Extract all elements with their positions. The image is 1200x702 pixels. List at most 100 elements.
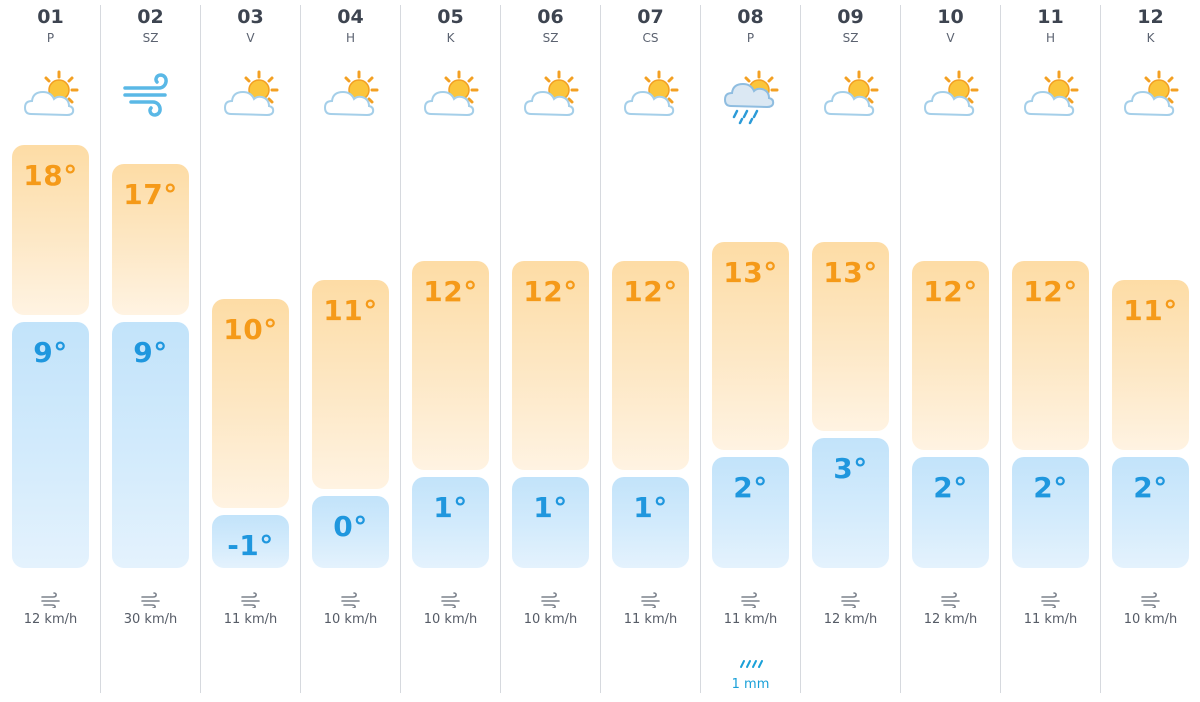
day-number: 02 [137,6,164,28]
max-temperature: 12° [523,274,578,308]
max-temperature: 18° [23,159,78,192]
wind-speed: 30 km/h [123,612,178,627]
min-temperature: 2° [733,471,768,505]
max-temperature: 12° [623,274,678,308]
max-temperature: 10° [223,313,278,347]
max-temperature-bar: 18° [12,145,89,316]
min-temperature-bar: 2° [912,457,989,568]
wind-speed: 12 km/h [823,612,878,627]
day-number: 07 [637,6,664,28]
column-divider [900,5,901,693]
wind-icon [740,592,762,608]
min-temperature-bar: 9° [12,322,89,568]
column-divider [600,5,601,693]
sun-behind-cloud-icon [621,62,681,126]
forecast-day-column[interactable]: 11 H 12° 2° 11 km/h [1000,0,1101,702]
min-temperature-bar: -1° [212,515,289,568]
wind-speed: 11 km/h [623,612,678,627]
min-temperature: 9° [133,336,168,370]
wind-speed: 10 km/h [423,612,478,627]
wind-icon [940,592,962,608]
forecast-day-column[interactable]: 04 H 11° 0° 10 km/h [300,0,401,702]
min-temperature-bar: 2° [712,457,789,568]
max-temperature-bar: 17° [112,164,189,316]
max-temperature: 11° [323,294,378,328]
day-number: 10 [937,6,964,28]
sun-behind-cloud-icon [521,62,581,126]
day-number: 06 [537,6,564,28]
day-number: 01 [37,6,64,28]
wind-icon [121,62,181,126]
max-temperature: 12° [1023,274,1078,308]
forecast-day-column[interactable]: 05 K 12° 1° 10 km/h [400,0,501,702]
wind-speed: 11 km/h [723,612,778,627]
day-number: 08 [737,6,764,28]
min-temperature: 2° [933,471,968,505]
day-number: 12 [1137,6,1164,28]
column-divider [200,5,201,693]
forecast-day-column[interactable]: 08 P 13° 2° 11 km/h 1 mm [700,0,801,702]
forecast-day-column[interactable]: 12 K 11° 2° 10 km/h [1100,0,1200,702]
min-temperature: -1° [227,529,274,563]
max-temperature-bar: 10° [212,299,289,509]
max-temperature-bar: 11° [1112,280,1189,451]
min-temperature: 2° [1133,471,1168,505]
sun-behind-cloud-icon [321,62,381,126]
column-divider [800,5,801,693]
min-temperature-bar: 2° [1112,457,1189,568]
wind-speed: 11 km/h [1023,612,1078,627]
max-temperature: 13° [823,255,878,289]
weekday-abbreviation: H [1045,31,1056,45]
weekday-abbreviation: SZ [542,31,559,45]
min-temperature-bar: 1° [412,476,489,568]
max-temperature: 17° [123,178,178,212]
min-temperature-bar: 1° [612,476,689,568]
weekday-abbreviation: H [345,31,356,45]
weekday-abbreviation: P [746,31,755,45]
min-temperature: 3° [833,452,868,485]
weekday-abbreviation: P [46,31,55,45]
min-temperature: 2° [1033,471,1068,505]
forecast-day-column[interactable]: 10 V 12° 2° 12 km/h [900,0,1001,702]
sun-behind-cloud-icon [421,62,481,126]
wind-speed: 12 km/h [23,612,78,627]
wind-icon [240,592,262,608]
column-divider [500,5,501,693]
wind-icon [440,592,462,608]
max-temperature-bar: 13° [812,241,889,431]
forecast-day-column[interactable]: 07 CS 12° 1° 11 km/h [600,0,701,702]
max-temperature-bar: 12° [512,260,589,470]
min-temperature-bar: 1° [512,476,589,568]
max-temperature-bar: 12° [912,260,989,451]
max-temperature-bar: 13° [712,241,789,451]
min-temperature: 1° [633,490,668,524]
column-divider [1000,5,1001,693]
sun-behind-cloud-icon [21,62,81,126]
day-number: 09 [837,6,864,28]
max-temperature: 12° [423,274,478,308]
wind-speed: 11 km/h [223,612,278,627]
max-temperature: 12° [923,274,978,308]
min-temperature-bar: 0° [312,495,389,568]
sun-behind-cloud-icon [1021,62,1081,126]
forecast-day-column[interactable]: 02 SZ 17° 9° 30 km/h [100,0,201,702]
forecast-day-column[interactable]: 06 SZ 12° 1° 10 km/h [500,0,601,702]
wind-speed: 12 km/h [923,612,978,627]
forecast-day-column[interactable]: 01 P 18° 9° 12 km/h [0,0,101,702]
forecast-day-column[interactable]: 09 SZ 13° 3° 12 km/h [800,0,901,702]
day-number: 03 [237,6,264,28]
wind-speed: 10 km/h [1123,612,1178,627]
max-temperature: 11° [1123,294,1178,328]
wind-icon [540,592,562,608]
min-temperature: 0° [333,509,368,543]
column-divider [700,5,701,693]
wind-speed: 10 km/h [323,612,378,627]
weekday-abbreviation: SZ [142,31,159,45]
wind-icon [340,592,362,608]
precipitation-icon [739,655,763,668]
forecast-day-column[interactable]: 03 V 10° -1° 11 km/h [200,0,301,702]
weekday-abbreviation: K [446,31,455,45]
wind-speed: 10 km/h [523,612,578,627]
day-number: 11 [1037,6,1064,28]
